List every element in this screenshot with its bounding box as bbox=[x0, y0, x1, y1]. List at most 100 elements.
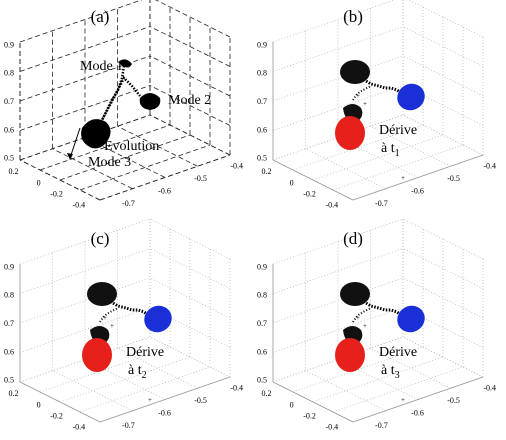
y-tick-label: -0.5 bbox=[447, 174, 460, 183]
z-tick-label: 0.7 bbox=[4, 97, 14, 106]
grid-line bbox=[19, 307, 151, 353]
axis-line bbox=[352, 376, 484, 423]
grid-line bbox=[312, 356, 444, 403]
grid-line bbox=[332, 366, 464, 413]
grid-line bbox=[19, 85, 151, 131]
annotation-subscript: 2 bbox=[142, 370, 147, 381]
z-tick-label: 0.7 bbox=[4, 319, 14, 328]
y-tick-label: -0.5 bbox=[194, 396, 207, 405]
z-tick-label: 0.9 bbox=[257, 40, 267, 49]
y-tick-label: -0.7 bbox=[375, 421, 388, 430]
cluster-black bbox=[340, 282, 370, 306]
marker: + bbox=[363, 100, 367, 108]
x-tick-label: 0 bbox=[290, 178, 294, 187]
grid-line bbox=[19, 248, 151, 294]
grid-line bbox=[292, 124, 424, 171]
x-tick-label: -0.4 bbox=[72, 423, 85, 432]
grid-line bbox=[19, 277, 151, 324]
panel-label: (c) bbox=[91, 229, 110, 248]
y-tick-label: -0.4 bbox=[483, 383, 496, 392]
trajectory bbox=[360, 298, 404, 318]
panel: 0.5 0.6 0.7 0.8 0.9 0.2 0 -0.2 -0.4 -0.4 -0.5 -0.6 -… bbox=[257, 0, 496, 210]
trajectory bbox=[98, 65, 141, 125]
annotation: à t3 bbox=[381, 363, 400, 381]
x-tick-label: 0.2 bbox=[8, 389, 18, 398]
annotation-text: à t bbox=[381, 141, 395, 156]
panel: 0.5 0.6 0.7 0.8 0.9 0.2 0 -0.2 -0.4 -0.4 -0.5 -0.6 -… bbox=[257, 218, 496, 432]
x-tick-label: 0.2 bbox=[261, 389, 271, 398]
grid-line bbox=[272, 277, 404, 324]
annotation: Dérive bbox=[379, 345, 417, 360]
axis-line bbox=[99, 376, 231, 423]
y-tick-label: -0.7 bbox=[122, 421, 135, 430]
marker: + bbox=[103, 314, 107, 322]
cluster-black bbox=[340, 60, 370, 84]
x-tick-label: 0.2 bbox=[8, 167, 18, 176]
annotation: Dérive bbox=[379, 123, 417, 138]
y-tick-label: -0.4 bbox=[230, 161, 243, 170]
z-tick-label: 0.6 bbox=[4, 125, 14, 134]
y-tick-label: -0.6 bbox=[158, 186, 171, 195]
cluster-red bbox=[335, 338, 365, 372]
grid-line bbox=[19, 26, 151, 72]
marker: + bbox=[148, 396, 152, 404]
cluster-blue bbox=[397, 305, 425, 333]
trajectory bbox=[360, 76, 404, 96]
x-tick-label: 0 bbox=[37, 178, 41, 187]
panel: 0.5 0.6 0.7 0.8 0.9 0.2 0 -0.2 -0.4 -0.4 -0.5 -0.6 -… bbox=[4, 218, 243, 432]
x-tick-label: 0 bbox=[290, 400, 294, 409]
x-tick-label: -0.4 bbox=[72, 201, 85, 210]
z-tick-label: 0.7 bbox=[257, 97, 267, 106]
annotation: à t1 bbox=[381, 141, 400, 159]
arrow bbox=[69, 127, 81, 159]
annotation: Dérive bbox=[126, 345, 164, 360]
cluster-blue bbox=[144, 305, 172, 333]
axis-line bbox=[19, 159, 101, 201]
panel-label: (a) bbox=[91, 7, 110, 26]
axis-line bbox=[99, 154, 231, 201]
cluster-blue bbox=[397, 83, 425, 111]
axis-line bbox=[272, 381, 354, 423]
y-tick-label: -0.7 bbox=[122, 199, 135, 208]
y-tick-label: -0.4 bbox=[483, 161, 496, 170]
grid-line bbox=[305, 370, 386, 412]
marker: + bbox=[356, 92, 360, 100]
cluster-red bbox=[335, 116, 365, 150]
z-tick-label: 0.9 bbox=[4, 262, 14, 271]
cluster bbox=[81, 59, 161, 149]
y-tick-label: -0.7 bbox=[375, 199, 388, 208]
x-tick-label: -0.2 bbox=[303, 411, 316, 420]
grid-line bbox=[272, 218, 404, 265]
grid-line bbox=[59, 356, 191, 403]
grid-line bbox=[52, 370, 133, 412]
annotation: Mode 2 bbox=[168, 93, 211, 108]
z-tick-label: 0.9 bbox=[4, 40, 14, 49]
x-tick-label: -0.2 bbox=[50, 411, 63, 420]
grid-line bbox=[149, 114, 231, 156]
x-tick-label: -0.2 bbox=[50, 189, 63, 198]
annotation-subscript: 1 bbox=[395, 148, 400, 159]
x-tick-label: -0.4 bbox=[325, 201, 338, 210]
z-tick-label: 0.8 bbox=[257, 69, 267, 78]
z-tick-label: 0.6 bbox=[4, 347, 14, 356]
cluster-red bbox=[82, 338, 112, 372]
y-tick-label: -0.4 bbox=[230, 383, 243, 392]
grid-line bbox=[272, 26, 404, 72]
x-tick-label: 0.2 bbox=[261, 167, 271, 176]
grid-line bbox=[19, 218, 151, 265]
grid-line bbox=[117, 125, 198, 167]
z-tick-label: 0.6 bbox=[257, 347, 267, 356]
annotation-subscript: 3 bbox=[395, 370, 400, 381]
grid-line bbox=[19, 336, 151, 383]
grid-line bbox=[272, 248, 404, 294]
panel-label: (d) bbox=[343, 229, 363, 248]
grid-line bbox=[272, 114, 404, 161]
grid-line bbox=[305, 148, 386, 190]
y-tick-label: -0.6 bbox=[411, 408, 424, 417]
z-tick-label: 0.5 bbox=[4, 154, 14, 163]
grid-line bbox=[149, 26, 231, 67]
grid-line bbox=[272, 0, 396, 43]
z-tick-label: 0.5 bbox=[4, 376, 14, 385]
grid-line bbox=[39, 346, 171, 393]
trajectory bbox=[107, 298, 151, 318]
